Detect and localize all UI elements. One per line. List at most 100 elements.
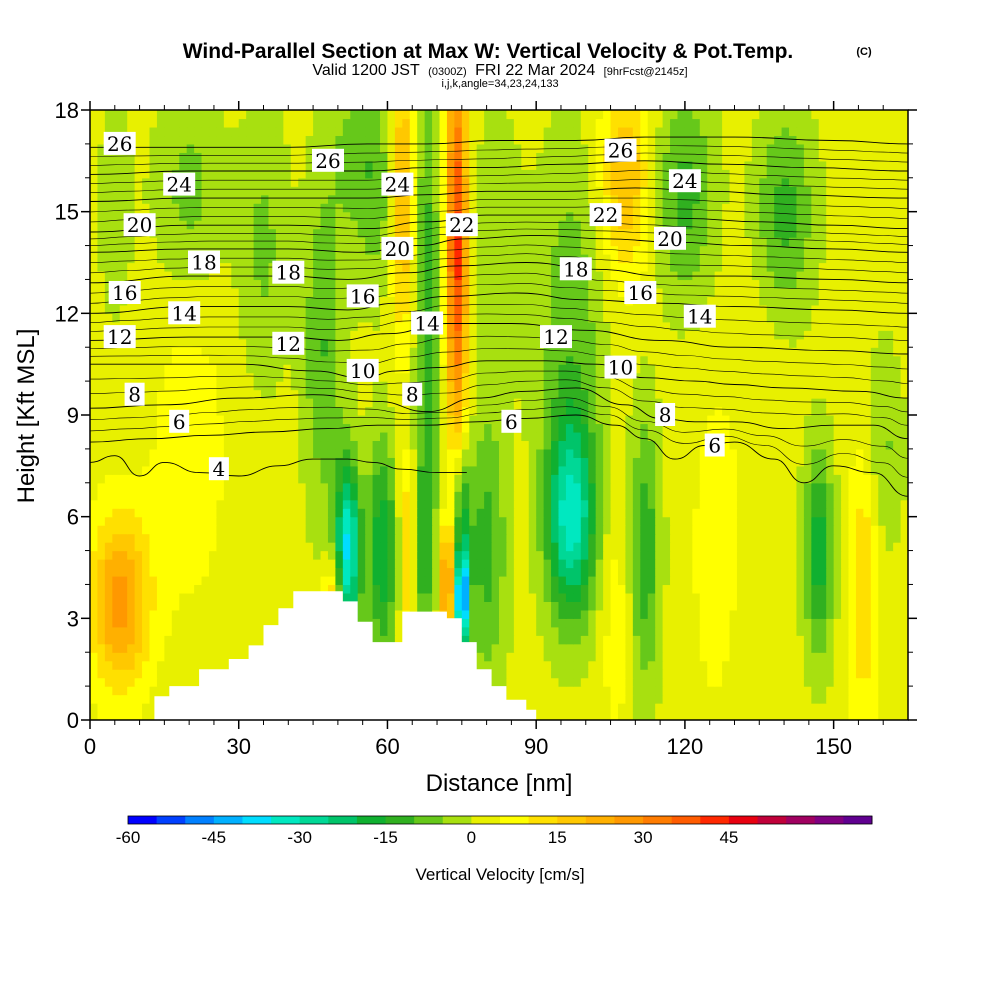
- velocity-cell: [841, 431, 850, 442]
- velocity-cell: [640, 508, 649, 518]
- velocity-cell: [588, 703, 597, 713]
- velocity-cell: [744, 559, 753, 569]
- velocity-cell: [841, 355, 850, 365]
- velocity-cell: [179, 508, 188, 518]
- velocity-cell: [781, 533, 790, 543]
- velocity-cell: [432, 389, 441, 399]
- velocity-cell: [662, 499, 671, 509]
- velocity-cell: [848, 381, 857, 391]
- velocity-cell: [855, 338, 864, 348]
- velocity-cell: [736, 711, 745, 720]
- velocity-cell: [238, 406, 247, 416]
- velocity-cell: [506, 474, 515, 484]
- velocity-cell: [617, 652, 627, 662]
- velocity-cell: [744, 482, 753, 492]
- velocity-cell: [298, 448, 307, 458]
- velocity-cell: [551, 516, 560, 526]
- velocity-cell: [565, 711, 574, 720]
- velocity-cell: [179, 660, 188, 670]
- velocity-cell: [885, 347, 894, 357]
- velocity-cell: [127, 550, 136, 560]
- velocity-cell: [841, 660, 850, 670]
- velocity-cell: [551, 669, 560, 679]
- velocity-cell: [774, 584, 783, 594]
- velocity-cell: [454, 609, 463, 619]
- velocity-cell: [357, 398, 366, 408]
- velocity-cell: [350, 448, 359, 458]
- velocity-cell: [893, 423, 902, 433]
- velocity-cell: [647, 516, 656, 526]
- velocity-cell: [751, 660, 760, 670]
- velocity-cell: [684, 398, 693, 408]
- velocity-cell: [513, 550, 522, 560]
- velocity-cell: [327, 499, 336, 509]
- velocity-cell: [558, 660, 567, 670]
- velocity-cell: [171, 440, 180, 450]
- velocity-cell: [617, 686, 627, 696]
- velocity-cell: [789, 381, 798, 391]
- velocity-cell: [707, 694, 716, 704]
- velocity-cell: [736, 499, 745, 509]
- velocity-cell: [305, 575, 314, 586]
- velocity-cell: [119, 482, 128, 492]
- velocity-cell: [134, 575, 143, 586]
- velocity-cell: [811, 533, 820, 543]
- velocity-cell: [499, 626, 508, 636]
- velocity-cell: [841, 626, 850, 636]
- velocity-cell: [647, 406, 656, 416]
- velocity-cell: [848, 355, 857, 365]
- velocity-cell: [736, 677, 745, 687]
- velocity-cell: [878, 381, 887, 391]
- velocity-cell: [216, 415, 225, 425]
- velocity-cell: [90, 567, 99, 577]
- velocity-cell: [677, 482, 686, 492]
- velocity-cell: [253, 550, 262, 560]
- velocity-cell: [305, 508, 314, 518]
- velocity-cell: [283, 474, 292, 484]
- velocity-cell: [238, 355, 247, 365]
- velocity-cell: [380, 635, 389, 645]
- velocity-cell: [402, 465, 411, 475]
- velocity-cell: [684, 465, 693, 475]
- velocity-cell: [588, 499, 597, 509]
- velocity-cell: [714, 643, 723, 653]
- velocity-cell: [394, 626, 403, 636]
- velocity-cell: [521, 482, 530, 492]
- velocity-cell: [885, 372, 894, 382]
- velocity-cell: [454, 440, 463, 450]
- velocity-cell: [335, 567, 344, 577]
- velocity-cell: [714, 364, 723, 374]
- velocity-cell: [461, 609, 470, 619]
- velocity-cell: [722, 550, 731, 560]
- velocity-cell: [811, 355, 820, 365]
- velocity-cell: [811, 465, 820, 475]
- velocity-cell: [491, 457, 500, 467]
- velocity-cell: [841, 372, 850, 382]
- velocity-cell: [841, 669, 850, 679]
- velocity-cell: [766, 448, 775, 458]
- velocity-cell: [640, 440, 649, 450]
- velocity-cell: [588, 559, 597, 569]
- velocity-cell: [127, 567, 136, 577]
- velocity-cell: [476, 516, 485, 526]
- velocity-cell: [781, 355, 790, 365]
- velocity-cell: [759, 609, 768, 619]
- velocity-cell: [722, 448, 731, 458]
- velocity-cell: [491, 381, 500, 391]
- velocity-cell: [461, 364, 470, 374]
- velocity-cell: [112, 372, 121, 382]
- velocity-cell: [104, 550, 113, 560]
- velocity-cell: [439, 406, 448, 416]
- velocity-cell: [855, 550, 864, 560]
- velocity-cell: [208, 508, 218, 518]
- velocity-cell: [171, 643, 180, 653]
- velocity-cell: [201, 474, 210, 484]
- velocity-cell: [699, 669, 708, 679]
- velocity-cell: [454, 355, 463, 365]
- velocity-cell: [208, 626, 218, 636]
- velocity-cell: [298, 398, 307, 408]
- velocity-cell: [893, 694, 902, 704]
- velocity-cell: [134, 423, 143, 433]
- velocity-cell: [610, 465, 619, 475]
- velocity-cell: [268, 448, 277, 458]
